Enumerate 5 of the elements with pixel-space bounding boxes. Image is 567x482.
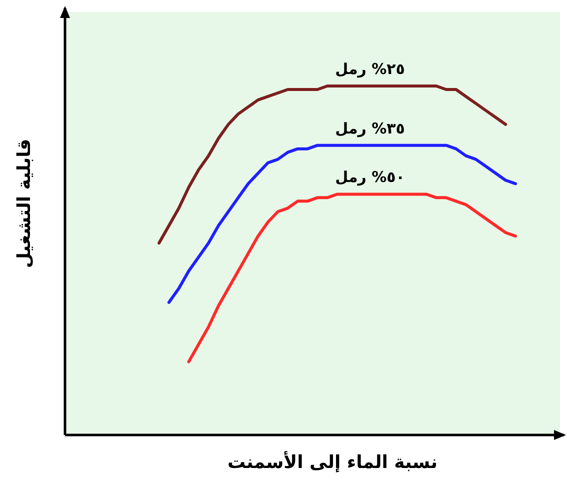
- x-axis-title: نسبة الماء إلى الأسمنت: [228, 451, 438, 473]
- series-label: ٢٥% رمل: [335, 60, 405, 78]
- series-label: ٥٠% رمل: [335, 168, 405, 186]
- series-label: ٣٥% رمل: [335, 119, 405, 138]
- y-axis-title: قابلية التشغيل: [14, 138, 35, 268]
